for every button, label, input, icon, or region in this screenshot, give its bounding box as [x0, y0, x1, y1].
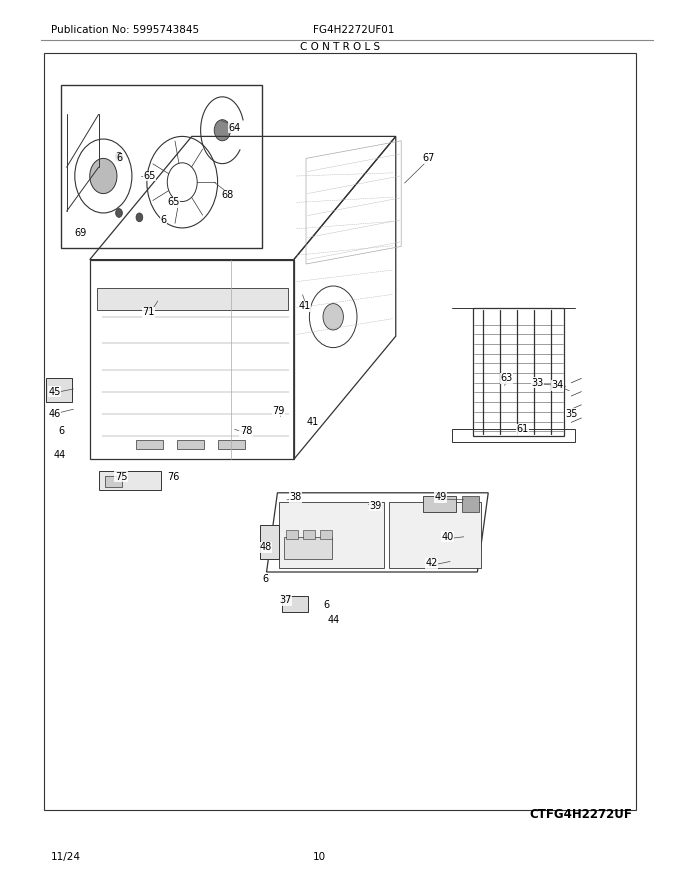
Text: FG4H2272UF01: FG4H2272UF01: [313, 25, 394, 35]
Text: 6: 6: [323, 600, 330, 611]
Text: 63: 63: [500, 373, 513, 384]
Text: 69: 69: [74, 228, 86, 238]
Bar: [218, 440, 245, 449]
Text: C O N T R O L S: C O N T R O L S: [300, 41, 380, 52]
Text: 46: 46: [48, 408, 61, 419]
Bar: [452, 429, 575, 442]
Bar: [284, 537, 332, 559]
Text: 67: 67: [422, 153, 435, 164]
Bar: [105, 476, 122, 487]
Bar: [286, 530, 298, 539]
Text: 39: 39: [369, 501, 381, 511]
Text: 6: 6: [58, 426, 65, 436]
Circle shape: [323, 304, 343, 330]
Bar: [61, 85, 262, 248]
Text: 37: 37: [279, 595, 292, 605]
Text: 48: 48: [259, 542, 271, 553]
Bar: [423, 496, 456, 512]
Text: 6: 6: [116, 153, 122, 164]
Circle shape: [214, 120, 231, 141]
Bar: [46, 378, 72, 402]
Text: 41: 41: [307, 417, 319, 428]
Text: 61: 61: [516, 424, 528, 435]
Text: 76: 76: [167, 472, 180, 482]
Text: 41: 41: [299, 301, 311, 312]
Text: 44: 44: [327, 615, 339, 626]
Text: 79: 79: [273, 406, 285, 416]
Bar: [260, 525, 279, 559]
Text: 78: 78: [240, 426, 252, 436]
Bar: [320, 530, 332, 539]
Text: 42: 42: [426, 558, 438, 568]
Text: 65: 65: [143, 171, 156, 181]
Bar: [303, 530, 315, 539]
Circle shape: [136, 213, 143, 222]
Bar: [282, 596, 308, 612]
Text: 45: 45: [48, 386, 61, 397]
Bar: [136, 440, 163, 449]
Text: 33: 33: [531, 378, 543, 388]
Text: 64: 64: [228, 122, 241, 133]
Text: 68: 68: [222, 190, 234, 201]
Bar: [99, 471, 161, 490]
Bar: [389, 502, 481, 568]
Text: 75: 75: [115, 472, 127, 482]
Bar: [177, 440, 204, 449]
Text: 71: 71: [142, 307, 154, 318]
Text: 49: 49: [435, 492, 447, 502]
Text: 34: 34: [551, 380, 564, 391]
Text: 38: 38: [290, 492, 302, 502]
Bar: [97, 288, 288, 310]
Text: 6: 6: [262, 574, 269, 584]
Text: 35: 35: [565, 408, 577, 419]
Bar: [279, 502, 384, 568]
Text: 40: 40: [441, 532, 454, 542]
Circle shape: [116, 209, 122, 217]
Text: 65: 65: [167, 197, 180, 208]
Text: 10: 10: [313, 852, 326, 862]
Bar: [473, 308, 564, 436]
Circle shape: [116, 152, 122, 161]
Bar: [462, 496, 479, 512]
Circle shape: [90, 158, 117, 194]
Text: 11/24: 11/24: [51, 852, 81, 862]
Text: CTFG4H2272UF: CTFG4H2272UF: [530, 808, 632, 820]
Bar: [44, 53, 636, 810]
Text: 6: 6: [160, 215, 167, 225]
Text: Publication No: 5995743845: Publication No: 5995743845: [51, 25, 199, 35]
Text: 44: 44: [54, 450, 66, 460]
